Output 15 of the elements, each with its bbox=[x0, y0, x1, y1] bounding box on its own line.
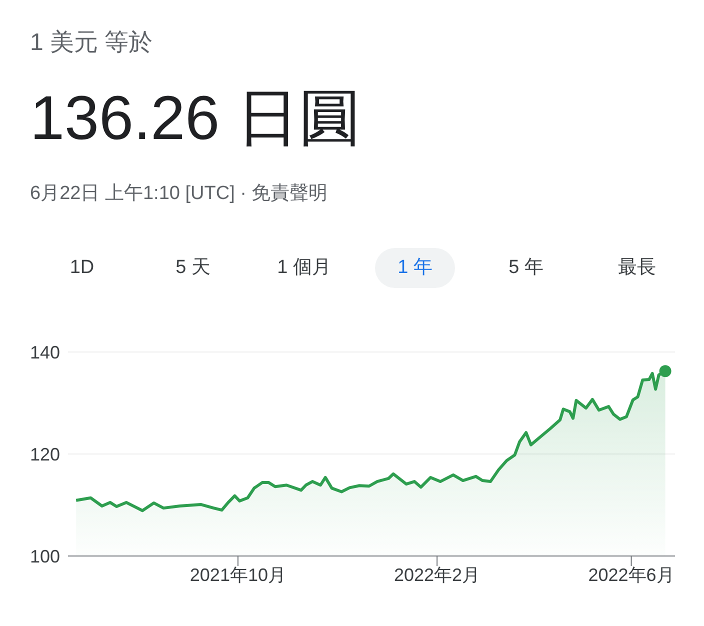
chart-title: 1 美元 等於 bbox=[30, 28, 153, 58]
text: 最長 bbox=[617, 256, 657, 280]
y-tick-label: 140 bbox=[30, 342, 60, 362]
text: 1 個月 bbox=[276, 256, 332, 280]
y-tick-label: 100 bbox=[30, 546, 60, 566]
text: 5 年 bbox=[508, 256, 544, 280]
chart-subtitle: 136.26 日圓 bbox=[30, 83, 361, 155]
y-tick-label: 120 bbox=[30, 444, 60, 464]
x-tick-label: 2021年10月 bbox=[190, 564, 286, 585]
x-tick-label: 2022年6月 bbox=[588, 564, 674, 585]
x-tick-label: 2022年2月 bbox=[394, 564, 480, 585]
text: 6月22日 上午1:10 [UTC] · 免責聲明 bbox=[30, 182, 328, 206]
text: 1 年 bbox=[375, 248, 455, 288]
text: 1D bbox=[68, 256, 96, 280]
text: 5 天 bbox=[174, 256, 212, 280]
